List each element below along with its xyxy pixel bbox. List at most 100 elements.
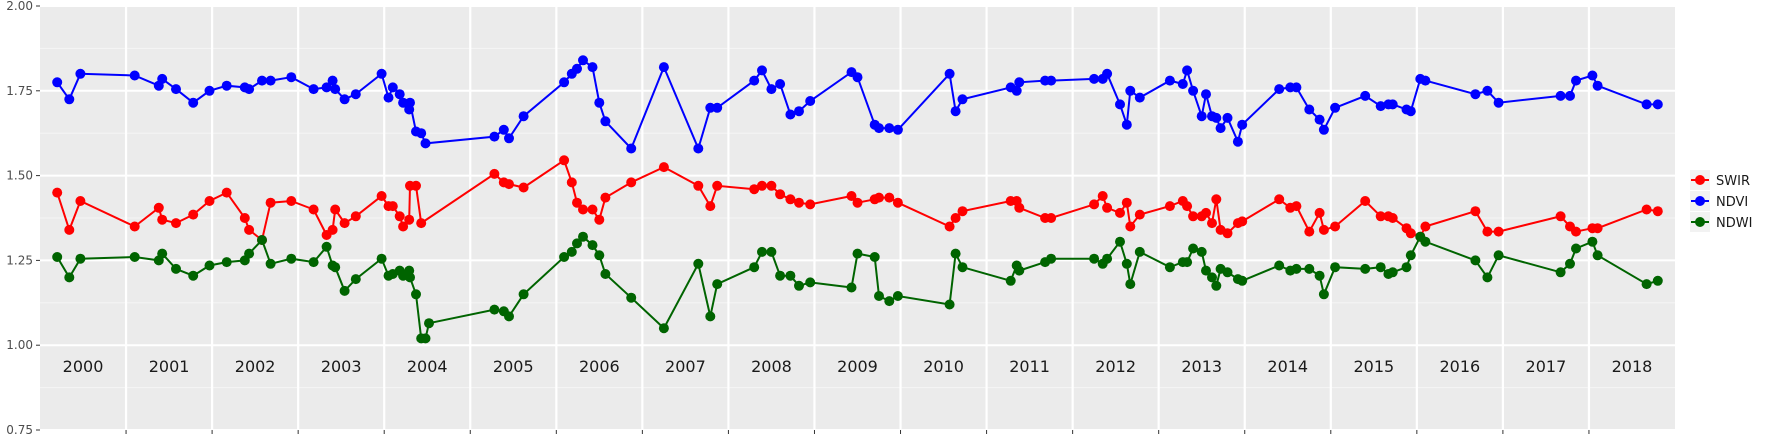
data-point <box>749 75 760 86</box>
data-point <box>572 197 582 208</box>
data-point <box>221 187 232 198</box>
data-point <box>339 94 350 105</box>
data-point <box>157 214 168 225</box>
data-point <box>1274 260 1285 271</box>
data-point <box>587 62 598 73</box>
data-point <box>129 70 140 81</box>
year-label: 2013 <box>1181 357 1222 376</box>
data-point <box>1232 136 1243 147</box>
data-point <box>705 311 716 322</box>
data-point <box>518 182 529 193</box>
data-point <box>1207 272 1217 283</box>
data-point <box>712 279 723 290</box>
data-point <box>693 180 704 191</box>
data-point <box>1182 65 1193 76</box>
data-point <box>1330 221 1341 232</box>
data-point <box>52 187 63 198</box>
legend-key-point <box>1695 217 1705 227</box>
data-point <box>757 180 767 191</box>
data-point <box>321 82 332 93</box>
data-point <box>52 77 63 88</box>
data-point <box>1134 246 1145 257</box>
data-point <box>171 263 181 274</box>
minor-gridlines <box>40 47 1675 389</box>
data-point <box>1314 207 1325 218</box>
data-point <box>265 258 276 269</box>
data-point <box>416 218 427 229</box>
data-point <box>64 94 75 105</box>
data-point <box>1587 70 1598 81</box>
data-point <box>794 280 804 291</box>
data-point <box>1592 223 1603 234</box>
data-point <box>221 80 232 91</box>
data-point <box>1555 267 1566 278</box>
data-point <box>188 209 199 220</box>
data-point <box>1387 267 1398 278</box>
data-point <box>489 304 500 315</box>
data-point <box>327 224 338 235</box>
data-point <box>1330 102 1341 113</box>
year-label: 2000 <box>63 357 104 376</box>
data-point <box>405 272 415 283</box>
data-point <box>1215 123 1226 134</box>
data-point <box>1222 267 1233 278</box>
data-point <box>626 292 637 303</box>
legend: SWIR NDVI NDWI <box>1690 170 1752 232</box>
data-point <box>411 289 421 300</box>
data-point <box>944 299 955 310</box>
data-point <box>1314 270 1325 281</box>
data-point <box>1014 265 1025 276</box>
series-layer <box>52 55 1663 344</box>
data-point <box>587 204 598 215</box>
data-point <box>712 102 723 113</box>
data-point <box>1089 73 1100 84</box>
data-point <box>1196 246 1207 257</box>
legend-key-point <box>1695 196 1705 206</box>
data-point <box>75 196 86 206</box>
data-point <box>766 246 777 257</box>
y-axis: 0.75 1.00 1.25 1.50 1.75 2.00 <box>6 0 40 437</box>
data-point <box>416 128 427 139</box>
data-point <box>1493 250 1504 261</box>
data-point <box>157 248 168 259</box>
data-point <box>327 75 338 86</box>
year-label: 2016 <box>1440 357 1481 376</box>
data-point <box>239 213 250 223</box>
y-tick-label: 1.00 <box>6 338 33 352</box>
data-point <box>1318 124 1329 135</box>
data-point <box>394 211 405 222</box>
data-point <box>204 85 215 96</box>
data-point <box>1401 262 1412 273</box>
data-point <box>1571 226 1581 237</box>
data-point <box>712 180 723 191</box>
data-point <box>387 201 398 212</box>
data-point <box>594 214 605 225</box>
data-point <box>1121 258 1132 269</box>
data-point <box>204 260 215 271</box>
year-label: 2014 <box>1267 357 1308 376</box>
data-point <box>1330 262 1341 273</box>
data-point <box>1188 243 1199 254</box>
data-point <box>794 197 804 208</box>
data-point <box>1097 191 1108 201</box>
data-point <box>376 191 387 201</box>
data-point <box>244 224 255 235</box>
data-point <box>1201 89 1211 100</box>
data-point <box>504 179 514 190</box>
data-point <box>1089 253 1100 264</box>
data-point <box>1555 90 1566 101</box>
data-point <box>578 204 588 215</box>
data-point <box>244 248 255 259</box>
data-point <box>785 194 796 205</box>
data-point <box>1005 275 1016 286</box>
data-point <box>757 246 767 257</box>
year-label: 2011 <box>1009 357 1050 376</box>
data-point <box>693 258 704 269</box>
data-point <box>498 124 509 135</box>
data-point <box>1102 68 1113 79</box>
data-point <box>1046 253 1057 264</box>
data-point <box>1182 257 1193 268</box>
data-point <box>376 253 387 264</box>
series-line <box>56 58 1658 152</box>
